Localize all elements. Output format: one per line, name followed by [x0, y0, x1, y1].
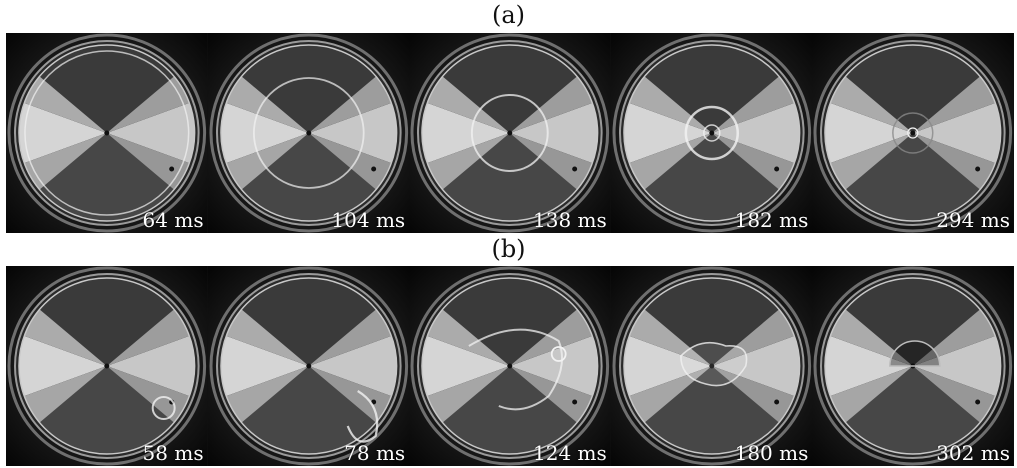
image-frame: 78 ms: [207, 266, 410, 466]
droplet-photo-graphic: [812, 266, 1014, 466]
time-label: 58 ms: [142, 441, 204, 465]
image-frame: 180 ms: [610, 266, 813, 466]
droplet-photo-graphic: [6, 33, 208, 233]
panel-row-b: 58 ms 78 ms 124 ms 180 ms 302 ms: [6, 266, 1014, 466]
image-frame: 138 ms: [409, 33, 611, 233]
image-frame: 182 ms: [610, 33, 813, 233]
droplet-photo-graphic: [409, 266, 611, 466]
time-label: 294 ms: [936, 208, 1010, 232]
time-label: 78 ms: [344, 441, 406, 465]
time-label: 180 ms: [734, 441, 809, 465]
panel-label-a: (a): [491, 1, 526, 29]
image-frame: 294 ms: [812, 33, 1014, 233]
image-frame: 302 ms: [812, 266, 1014, 466]
droplet-photo-graphic: [812, 33, 1014, 233]
image-frame: 124 ms: [409, 266, 611, 466]
droplet-photo-graphic: [207, 33, 410, 233]
droplet-photo-graphic: [610, 33, 813, 233]
panel-row-a: 64 ms 104 ms 138 ms 182 ms 294 ms: [6, 33, 1014, 233]
droplet-photo-graphic: [409, 33, 611, 233]
time-label: 104 ms: [331, 208, 406, 232]
image-frame: 64 ms: [6, 33, 208, 233]
time-label: 124 ms: [533, 441, 607, 465]
droplet-photo-graphic: [6, 266, 208, 466]
droplet-photo-graphic: [207, 266, 410, 466]
time-label: 138 ms: [533, 208, 607, 232]
image-frame: 58 ms: [6, 266, 208, 466]
time-label: 302 ms: [936, 441, 1010, 465]
image-frame: 104 ms: [207, 33, 410, 233]
droplet-photo-graphic: [610, 266, 813, 466]
panel-label-b: (b): [491, 235, 526, 263]
time-label: 64 ms: [142, 208, 204, 232]
time-label: 182 ms: [734, 208, 809, 232]
